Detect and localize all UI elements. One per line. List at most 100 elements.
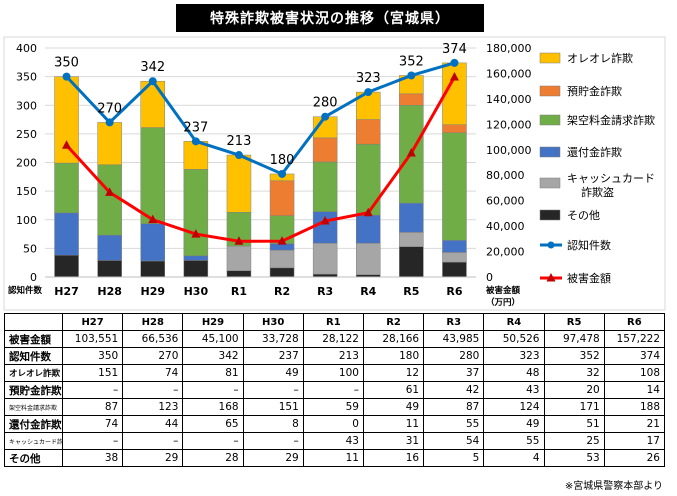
legend-label: その他	[567, 209, 600, 222]
table-cell: 350	[61, 347, 124, 365]
bar-segment	[54, 162, 79, 214]
y-right-tick-label: 100,000	[486, 144, 532, 157]
x-tick-label: H30	[184, 285, 209, 298]
bar-segment	[97, 122, 122, 166]
table-cell: 123	[122, 398, 184, 416]
table-row-label: 架空料金請求詐欺	[4, 398, 63, 416]
y-right-tick-label: 60,000	[486, 195, 525, 208]
table-header-cell: R6	[603, 313, 666, 331]
table-cell: 16	[362, 449, 425, 467]
table-row-label: オレオレ詐欺	[4, 364, 63, 382]
bar-segment	[54, 254, 79, 278]
x-tick-label: H27	[54, 285, 79, 298]
table-row: 架空料金請求詐欺 87 123 168 151 59 49 87 124 171 188	[4, 398, 666, 416]
line-series-path	[65, 76, 456, 243]
line-point	[191, 229, 201, 238]
table-header-cell: H29	[182, 313, 244, 331]
data-label: 342	[140, 60, 165, 75]
table-cell: –	[302, 381, 364, 399]
bar-segment	[97, 164, 122, 236]
table-row-label: 預貯金詐欺	[4, 381, 63, 399]
table-cell: 74	[61, 415, 124, 433]
table-cell: 32	[543, 364, 605, 382]
table-cell: 38	[61, 449, 124, 467]
table-cell: 66,536	[122, 330, 184, 348]
table-cell: 43	[483, 381, 545, 399]
table-row: 還付金詐欺 74 44 65 8 0 11 55 49 51 21	[4, 415, 666, 433]
table-cell: 11	[302, 449, 364, 467]
table-cell: 8	[242, 415, 304, 433]
bar-segment	[356, 214, 381, 244]
line-point	[148, 77, 157, 86]
line-point	[278, 169, 287, 178]
table-cell: 342	[182, 347, 244, 365]
line-point	[321, 112, 330, 121]
table-cell: 87	[423, 398, 485, 416]
table-header-cell: H28	[122, 313, 184, 331]
table-cell: 323	[483, 347, 545, 365]
table-cell: 237	[242, 347, 304, 365]
bar-segment	[140, 260, 165, 278]
table-cell: 28,166	[362, 330, 425, 348]
chart-area: 350 270 342 237 213 180 280 323 352 374 0 50 100 150…	[3, 36, 666, 311]
table-header-row: H27 H28 H29 H30 R1 R2 R3 R4 R5 R6	[4, 313, 666, 331]
table-header-cell: H30	[242, 313, 304, 331]
bar-segment	[226, 270, 252, 278]
bar-segment	[399, 246, 424, 278]
y-right-tick-label: 180,000	[486, 42, 532, 55]
bar-segment	[183, 141, 209, 170]
line-series-path	[65, 61, 455, 176]
table-cell: 43,985	[423, 330, 485, 348]
y-left-tick-label: 250	[16, 128, 37, 141]
table-row-label: 還付金詐欺	[4, 415, 63, 433]
x-tick-label: R1	[231, 285, 247, 298]
table-cell: 54	[423, 432, 485, 450]
table-cell: 43	[302, 432, 364, 450]
table-cell: 374	[603, 347, 666, 365]
bar-segment	[183, 255, 209, 261]
bar-segment	[356, 143, 381, 216]
bar-segment	[442, 252, 467, 263]
bar-segment	[442, 261, 467, 278]
table-cell: 50,526	[483, 330, 545, 348]
table-cell: 74	[122, 364, 184, 382]
legend-swatch	[539, 209, 561, 221]
line-point	[450, 58, 459, 67]
bar-segment	[356, 242, 381, 275]
y-left-tick-label: 0	[30, 271, 37, 284]
y-right-axis-title: 被害金額	[486, 285, 521, 296]
table-cell: –	[122, 432, 184, 450]
table-header-cell: H27	[61, 313, 124, 331]
table-cell: 11	[362, 415, 425, 433]
legend-label: 架空料金請求詐欺	[567, 113, 655, 127]
bar-segment	[97, 260, 122, 278]
bar-segment	[312, 242, 338, 275]
line-point	[407, 71, 416, 80]
table-cell: 280	[423, 347, 485, 365]
table-cell: 87	[61, 398, 124, 416]
table-cell: 65	[182, 415, 244, 433]
y-right-tick-label: 20,000	[486, 246, 525, 259]
bar-segment	[312, 137, 338, 163]
table-cell: 14	[603, 381, 666, 399]
table-row-label: その他	[4, 449, 63, 467]
bar-segment	[356, 119, 381, 145]
legend-label: 詐欺盗	[581, 185, 614, 199]
table-cell: 100	[302, 364, 364, 382]
y-left-tick-label: 100	[16, 214, 37, 227]
data-label: 237	[183, 120, 208, 135]
y-right-tick-label: 160,000	[486, 67, 532, 80]
line-point	[62, 140, 72, 149]
legend-label: 認知件数	[567, 238, 611, 252]
bar-segment	[442, 240, 467, 253]
x-tick-label: R2	[274, 285, 290, 298]
table-cell: 188	[603, 398, 666, 416]
table-header-cell: R3	[423, 313, 485, 331]
data-label: 352	[399, 54, 424, 69]
bar-segment	[226, 245, 252, 271]
legend-swatch	[539, 52, 561, 64]
table-cell: 151	[61, 364, 124, 382]
table-corner-cell	[4, 313, 63, 331]
table-cell: 53	[543, 449, 605, 467]
legend-marker	[546, 273, 556, 282]
